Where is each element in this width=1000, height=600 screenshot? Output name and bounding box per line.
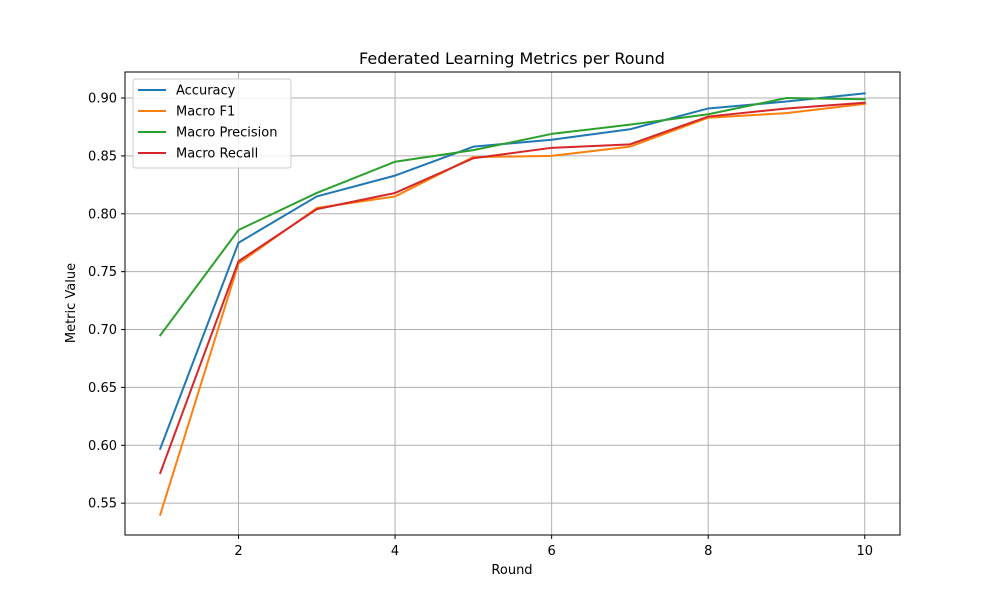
plot-frame <box>124 71 901 536</box>
x-tick-label: 4 <box>391 544 399 559</box>
y-tick-label: 0.70 <box>88 323 117 338</box>
series-accuracy <box>158 92 866 451</box>
grid <box>125 72 900 535</box>
y-tick-label: 0.80 <box>88 207 117 222</box>
y-tick-label: 0.85 <box>88 149 117 164</box>
y-tick-label: 0.60 <box>88 439 117 454</box>
x-tick-label: 8 <box>704 544 712 559</box>
x-tick-label: 6 <box>548 544 556 559</box>
x-tick-label: 2 <box>234 544 242 559</box>
y-tick-label: 0.65 <box>88 381 117 396</box>
y-tick-label: 0.55 <box>88 497 117 512</box>
y-tick-label: 0.90 <box>88 92 117 107</box>
series-macro-recall <box>158 101 866 475</box>
legend-label-macro-f1: Macro F1 <box>176 105 235 120</box>
x-tick-label: 10 <box>856 544 873 559</box>
y-axis-label: Metric Value <box>64 263 79 343</box>
series-macro-precision <box>158 97 866 337</box>
x-axis-label: Round <box>491 563 532 578</box>
series-line-accuracy <box>158 92 866 451</box>
legend-label-macro-recall: Macro Recall <box>176 147 258 162</box>
series-line-macro-precision <box>158 97 866 337</box>
legend: Accuracy Macro F1 Macro Precision Macro Rec… <box>132 78 292 169</box>
y-tick-label: 0.75 <box>88 265 117 280</box>
chart-title: Federated Learning Metrics per Round <box>359 49 665 68</box>
series-line-macro-recall <box>158 101 866 475</box>
legend-label-accuracy: Accuracy <box>176 84 236 99</box>
legend-box <box>132 78 292 169</box>
legend-label-macro-precision: Macro Precision <box>176 126 277 141</box>
legend-items: Accuracy Macro F1 Macro Precision Macro Rec… <box>138 84 277 162</box>
x-axis-ticks: 2 4 6 8 10 <box>234 535 873 559</box>
y-axis-ticks: 0.55 0.60 0.65 0.70 0.75 0.80 0.85 0.90 <box>88 92 125 512</box>
series-lines <box>158 92 866 516</box>
